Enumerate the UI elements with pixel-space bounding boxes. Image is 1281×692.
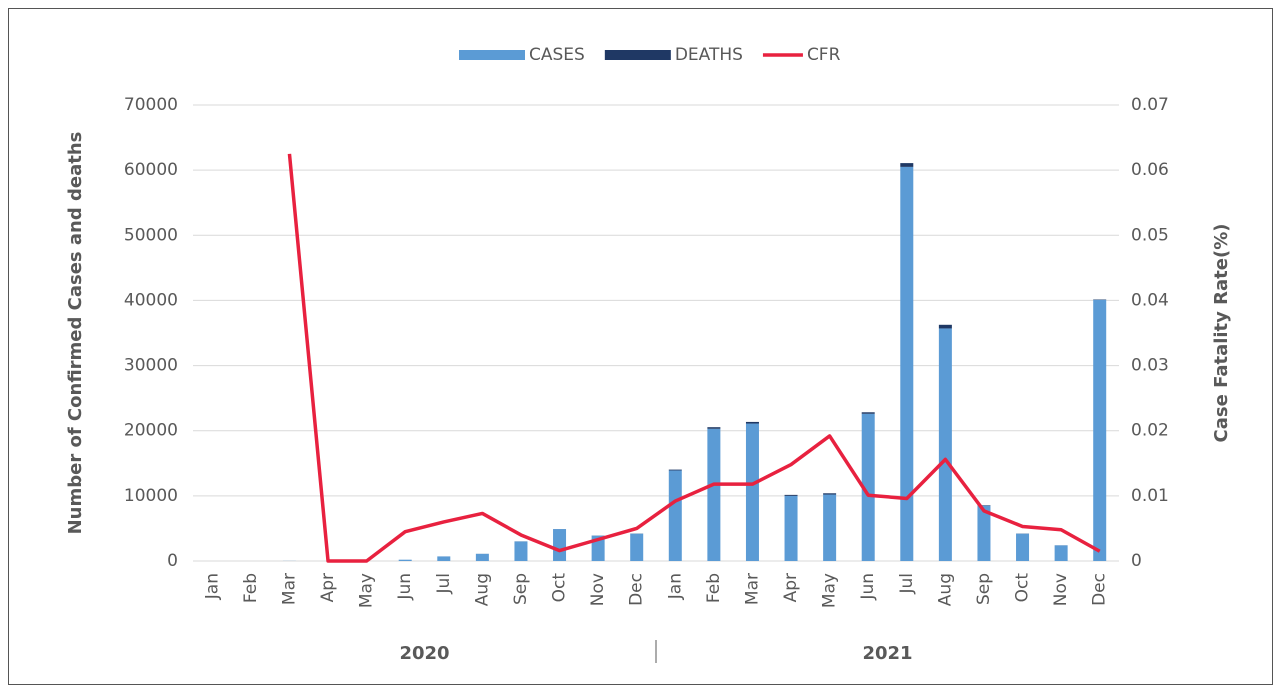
x-tick-label: Aug	[935, 573, 955, 606]
chart-frame	[8, 8, 1273, 685]
bar	[861, 413, 875, 561]
x-tick-label: Apr	[781, 573, 801, 602]
y2-tick-label: 0.04	[1131, 290, 1169, 310]
y2-tick-label: 0.01	[1131, 486, 1169, 506]
x-tick-label: Aug	[472, 573, 492, 606]
legend-label: CFR	[807, 45, 841, 65]
bar	[1016, 533, 1030, 561]
bar	[475, 553, 489, 561]
x-tick-label: Oct	[1013, 573, 1033, 603]
x-tick-label: Sep	[511, 573, 531, 605]
y-tick-label: 40000	[124, 290, 178, 310]
x-tick-label: Jun	[395, 573, 415, 601]
bar	[823, 493, 837, 495]
x-tick-label: Feb	[241, 573, 261, 603]
group-label: 2020	[399, 643, 449, 664]
bar	[668, 470, 682, 561]
x-tick-label: Jul	[897, 573, 917, 595]
legend-swatch	[604, 50, 671, 60]
bar	[861, 412, 875, 414]
bar	[784, 494, 798, 496]
x-tick-label: Dec	[627, 573, 647, 606]
group-label: 2021	[862, 643, 912, 664]
bar	[938, 328, 952, 561]
x-tick-label: Apr	[318, 573, 338, 602]
x-tick-label: Mar	[742, 573, 762, 605]
y2-tick-label: 0	[1131, 551, 1142, 571]
bar	[823, 494, 837, 561]
legend-label: CASES	[529, 45, 585, 65]
y2-tick-label: 0.03	[1131, 356, 1169, 376]
bar	[900, 166, 914, 561]
y-tick-label: 20000	[124, 421, 178, 441]
x-tick-label: Sep	[974, 573, 994, 605]
bar	[784, 495, 798, 561]
x-tick-label: Jul	[434, 573, 454, 595]
x-tick-label: Jan	[665, 573, 685, 600]
x-tick-label: Jan	[202, 573, 222, 600]
bar	[514, 541, 528, 561]
x-tick-label: May	[820, 573, 840, 608]
line	[287, 153, 1101, 563]
y-tick-label: 50000	[124, 225, 178, 245]
y-tick-label: 60000	[124, 160, 178, 180]
bar	[437, 556, 451, 561]
y2-tick-label: 0.07	[1131, 95, 1169, 115]
y2-axis-title: Case Fatality Rate(%)	[1211, 224, 1232, 443]
bar	[707, 428, 721, 561]
x-tick-label: May	[357, 573, 377, 608]
y-tick-label: 10000	[124, 486, 178, 506]
bar	[707, 427, 721, 429]
y-tick-label: 30000	[124, 356, 178, 376]
y-tick-label: 70000	[124, 95, 178, 115]
x-tick-label: Nov	[588, 573, 608, 606]
x-tick-label: Dec	[1090, 573, 1110, 606]
bar	[745, 423, 759, 561]
bar	[630, 533, 644, 561]
y-tick-label: 0	[167, 551, 178, 571]
legend-label: DEATHS	[675, 45, 743, 65]
y2-tick-label: 0.02	[1131, 421, 1169, 441]
bar	[938, 324, 952, 329]
x-tick-label: Feb	[704, 573, 724, 603]
bar	[1093, 299, 1107, 561]
x-tick-label: Nov	[1051, 573, 1071, 606]
y2-tick-label: 0.05	[1131, 225, 1169, 245]
y2-tick-label: 0.06	[1131, 160, 1169, 180]
x-tick-label: Mar	[279, 573, 299, 605]
bar	[398, 559, 412, 561]
bar	[553, 529, 567, 561]
bar	[1054, 545, 1068, 561]
bar	[900, 163, 914, 167]
bar	[745, 421, 759, 424]
legend-swatch	[459, 50, 525, 60]
bar	[977, 505, 991, 561]
y-axis-title: Number of Confirmed Cases and deaths	[65, 132, 86, 535]
bar	[668, 469, 682, 471]
x-tick-label: Oct	[550, 573, 570, 603]
x-tick-label: Jun	[858, 573, 878, 601]
